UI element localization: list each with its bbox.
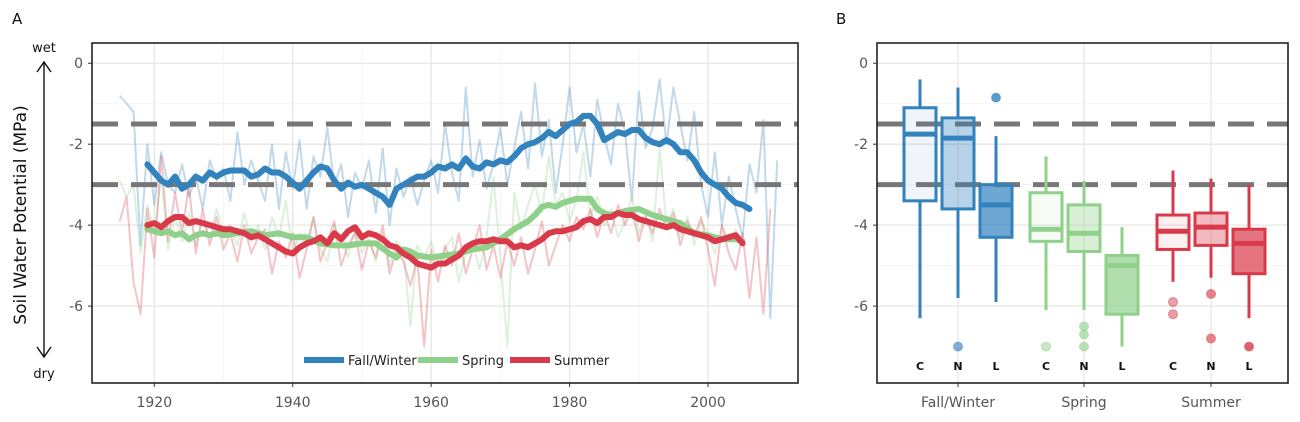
x-group-label: Fall/Winter (921, 395, 995, 411)
box-outline (978, 183, 1014, 239)
panel-a-frame (91, 42, 799, 384)
panel-a-plot-area (92, 78, 798, 348)
x-tick-label: 2000 (690, 395, 726, 411)
boxplot-summer-N (1193, 178, 1229, 344)
boxplot-summer-C (1155, 170, 1191, 320)
boxplot-fall_winter-L (978, 92, 1014, 303)
panel-b-label: B (836, 10, 846, 28)
legend-label: Summer (554, 354, 610, 369)
box-outlier-point (1079, 329, 1089, 340)
y-tick-label: 0 (74, 56, 83, 72)
y-axis-label: Soil Water Potential (MPa) (11, 105, 31, 324)
box-outlier-point (1168, 309, 1178, 320)
box-outline (1104, 254, 1140, 316)
legend-label: Fall/Winter (348, 354, 417, 369)
box-fill (980, 184, 1012, 238)
x-tick-label: 1940 (275, 395, 311, 411)
boxplot-spring-L (1104, 227, 1140, 347)
box-outlier-point (1244, 341, 1254, 352)
boxplot-fall_winter-C (902, 79, 938, 319)
box-outlier-point (1206, 333, 1216, 344)
wet-dry-arrow (36, 60, 52, 359)
y-tick-label: -2 (69, 137, 83, 153)
dry-label: dry (33, 367, 55, 382)
boxplot-spring-C (1028, 156, 1064, 352)
box-category-label: N (1206, 360, 1215, 373)
series-annual-line-fall_winter (118, 78, 779, 320)
y-tick-label: -2 (854, 137, 868, 153)
box-outlier-point (1041, 341, 1051, 352)
box-category-label: C (1042, 360, 1050, 373)
box-fill (1233, 229, 1265, 274)
series-smoothed-line-fall_winter (144, 112, 753, 212)
box-outlier-point (953, 341, 963, 352)
box-outline (1028, 191, 1064, 243)
panel-a-chart: 0 -2 -4 -6 1920 1940 1960 1980 2000 Fall/Winter Sp… (69, 42, 799, 411)
y-tick-label: -4 (69, 218, 83, 234)
box-outline (902, 106, 938, 203)
wet-label: wet (32, 41, 56, 56)
box-fill (1068, 204, 1100, 252)
panel-b-chart: C N L C N L C N L 0 -2 -4 -6 Fall/Winter Spring Summer (854, 42, 1289, 411)
legend: Fall/Winter Spring Summer (304, 354, 610, 369)
box-category-label: L (1118, 360, 1125, 373)
boxplot-summer-L (1231, 184, 1267, 352)
box-outlier-point (1079, 341, 1089, 352)
panel-a-label: A (12, 10, 23, 28)
x-tick-label: 1960 (413, 395, 449, 411)
box-outline (1066, 203, 1102, 253)
boxplot-fall_winter-N (940, 87, 976, 352)
x-tick-label: 1980 (552, 395, 588, 411)
box-outlier-point (1168, 297, 1178, 308)
box-category-label: L (1245, 360, 1252, 373)
box-outline (1231, 227, 1267, 276)
box-category-label: N (1079, 360, 1088, 373)
box-category-label: N (953, 360, 962, 373)
box-outline (940, 116, 976, 211)
y-tick-label: 0 (859, 56, 868, 72)
y-tick-label: -6 (69, 299, 83, 315)
box-outlier-point (1206, 288, 1216, 299)
boxplot-spring-N (1066, 180, 1102, 352)
panel-b-frame (876, 42, 1289, 384)
box-fill (904, 107, 936, 201)
y-tick-label: -6 (854, 299, 868, 315)
y-tick-label: -4 (854, 218, 868, 234)
panel-b-plot-area (877, 79, 1288, 352)
box-fill (1030, 192, 1062, 242)
x-group-label: Spring (1061, 395, 1106, 411)
x-group-label: Summer (1181, 395, 1241, 411)
x-tick-label: 1920 (136, 395, 172, 411)
legend-label: Spring (462, 354, 504, 369)
box-category-label: C (916, 360, 924, 373)
box-fill (942, 117, 974, 209)
box-category-label: C (1169, 360, 1177, 373)
box-category-label: L (992, 360, 999, 373)
panel-a-background (92, 43, 798, 383)
box-outlier-point (991, 92, 1001, 103)
series-smoothed-line-summer (144, 210, 746, 271)
